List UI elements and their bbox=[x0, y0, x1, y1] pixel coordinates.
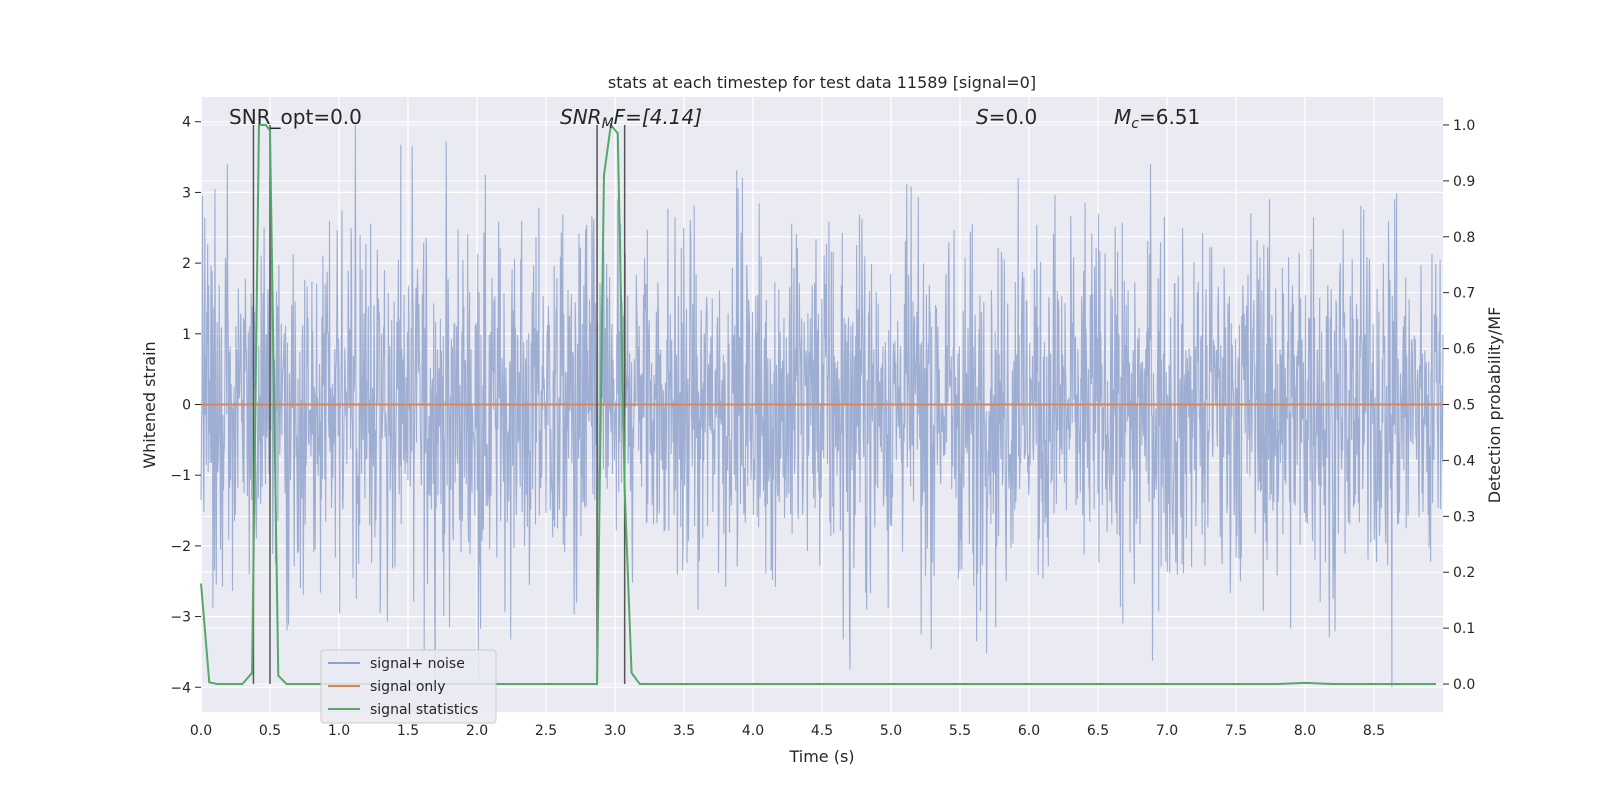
y2-tick-label: 0.2 bbox=[1453, 565, 1475, 581]
x-tick-label: 8.0 bbox=[1294, 723, 1316, 739]
annotation-s-base: S bbox=[976, 105, 989, 129]
x-tick-label: 7.0 bbox=[1156, 723, 1178, 739]
annotation-snr-opt: SNR_opt=0.0 bbox=[229, 105, 362, 129]
x-tick-label: 6.5 bbox=[1087, 723, 1109, 739]
x-tick-label: 3.5 bbox=[673, 723, 695, 739]
y-tick-label: 4 bbox=[182, 115, 191, 131]
annotation-snr-mf: SNRMF=[4.14] bbox=[560, 105, 702, 132]
x-tick-label: 1.0 bbox=[328, 723, 350, 739]
y2-tick-label: 1.0 bbox=[1453, 118, 1475, 134]
x-axis-label: Time (s) bbox=[788, 747, 854, 766]
y2-axis-label: Detection probability/MF bbox=[1485, 307, 1504, 504]
y2-tick-label: 0.6 bbox=[1453, 342, 1475, 358]
y2-tick-label: 0.4 bbox=[1453, 453, 1475, 469]
x-tick-label: 4.5 bbox=[811, 723, 833, 739]
y-tick-label: −2 bbox=[170, 539, 191, 555]
x-tick-label: 3.0 bbox=[604, 723, 626, 739]
axis-ticks: 0.0 0.5 1.0 1.5 2.0 2.5 3.0 3.5 4.0 4.5 5.0 5.5 6.0 6… bbox=[170, 115, 1475, 739]
y2-tick-label: 0.7 bbox=[1453, 286, 1475, 302]
x-tick-label: 4.0 bbox=[742, 723, 764, 739]
annotation-mc-base: M bbox=[1114, 105, 1131, 129]
y2-tick-label: 0.8 bbox=[1453, 230, 1475, 246]
legend-box bbox=[320, 649, 497, 724]
annotation-mc: Mc=6.51 bbox=[1114, 105, 1200, 132]
x-tick-label: 2.5 bbox=[535, 723, 557, 739]
signal-statistics-line bbox=[200, 122, 1437, 686]
y2-tick-label: 0.5 bbox=[1453, 398, 1475, 414]
y2-tick-label: 0.3 bbox=[1453, 509, 1475, 525]
y2-tick-label: 0.9 bbox=[1453, 174, 1475, 190]
y2-tick-label: 0.1 bbox=[1453, 621, 1475, 637]
annotation-snr-mf-sub: M bbox=[602, 116, 614, 132]
noise-line bbox=[200, 125, 1444, 688]
x-tick-label: 7.5 bbox=[1225, 723, 1247, 739]
x-tick-label: 0.5 bbox=[259, 723, 281, 739]
y-tick-label: 3 bbox=[182, 185, 191, 201]
series-signal-statistics bbox=[200, 122, 1437, 686]
y2-tick-label: 0.0 bbox=[1453, 677, 1475, 693]
x-tick-label: 6.0 bbox=[1018, 723, 1040, 739]
x-tick-label: 8.5 bbox=[1363, 723, 1385, 739]
x-tick-label: 2.0 bbox=[466, 723, 488, 739]
annotation-snr-mf-rest: F=[4.14] bbox=[614, 105, 702, 129]
x-tick-label: 1.5 bbox=[397, 723, 419, 739]
y-tick-label: −3 bbox=[170, 610, 191, 626]
legend-label-signal-only: signal only bbox=[370, 679, 445, 695]
legend-label-signal-noise: signal+ noise bbox=[370, 656, 465, 672]
y-tick-label: 2 bbox=[182, 256, 191, 272]
legend-label-signal-statistics: signal statistics bbox=[370, 702, 478, 718]
annotation-s: S=0.0 bbox=[976, 105, 1037, 129]
annotation-mc-sub: c bbox=[1131, 116, 1139, 132]
chart-title: stats at each timestep for test data 115… bbox=[608, 73, 1036, 92]
series-signal-noise bbox=[200, 125, 1444, 688]
y-tick-label: 1 bbox=[182, 327, 191, 343]
y-tick-label: −1 bbox=[170, 468, 191, 484]
y-tick-label: −4 bbox=[170, 680, 191, 696]
y-tick-label: 0 bbox=[182, 398, 191, 414]
annotation-mc-rest: =6.51 bbox=[1139, 105, 1200, 129]
annotation-s-rest: =0.0 bbox=[989, 105, 1038, 129]
x-tick-label: 5.5 bbox=[949, 723, 971, 739]
x-tick-label: 0.0 bbox=[190, 723, 212, 739]
y-axis-label: Whitened strain bbox=[140, 341, 159, 468]
legend: signal+ noise signal only signal statist… bbox=[320, 649, 497, 724]
detection-markers bbox=[252, 124, 626, 685]
annotation-snr-mf-base: SNR bbox=[560, 105, 602, 129]
x-tick-label: 5.0 bbox=[880, 723, 902, 739]
